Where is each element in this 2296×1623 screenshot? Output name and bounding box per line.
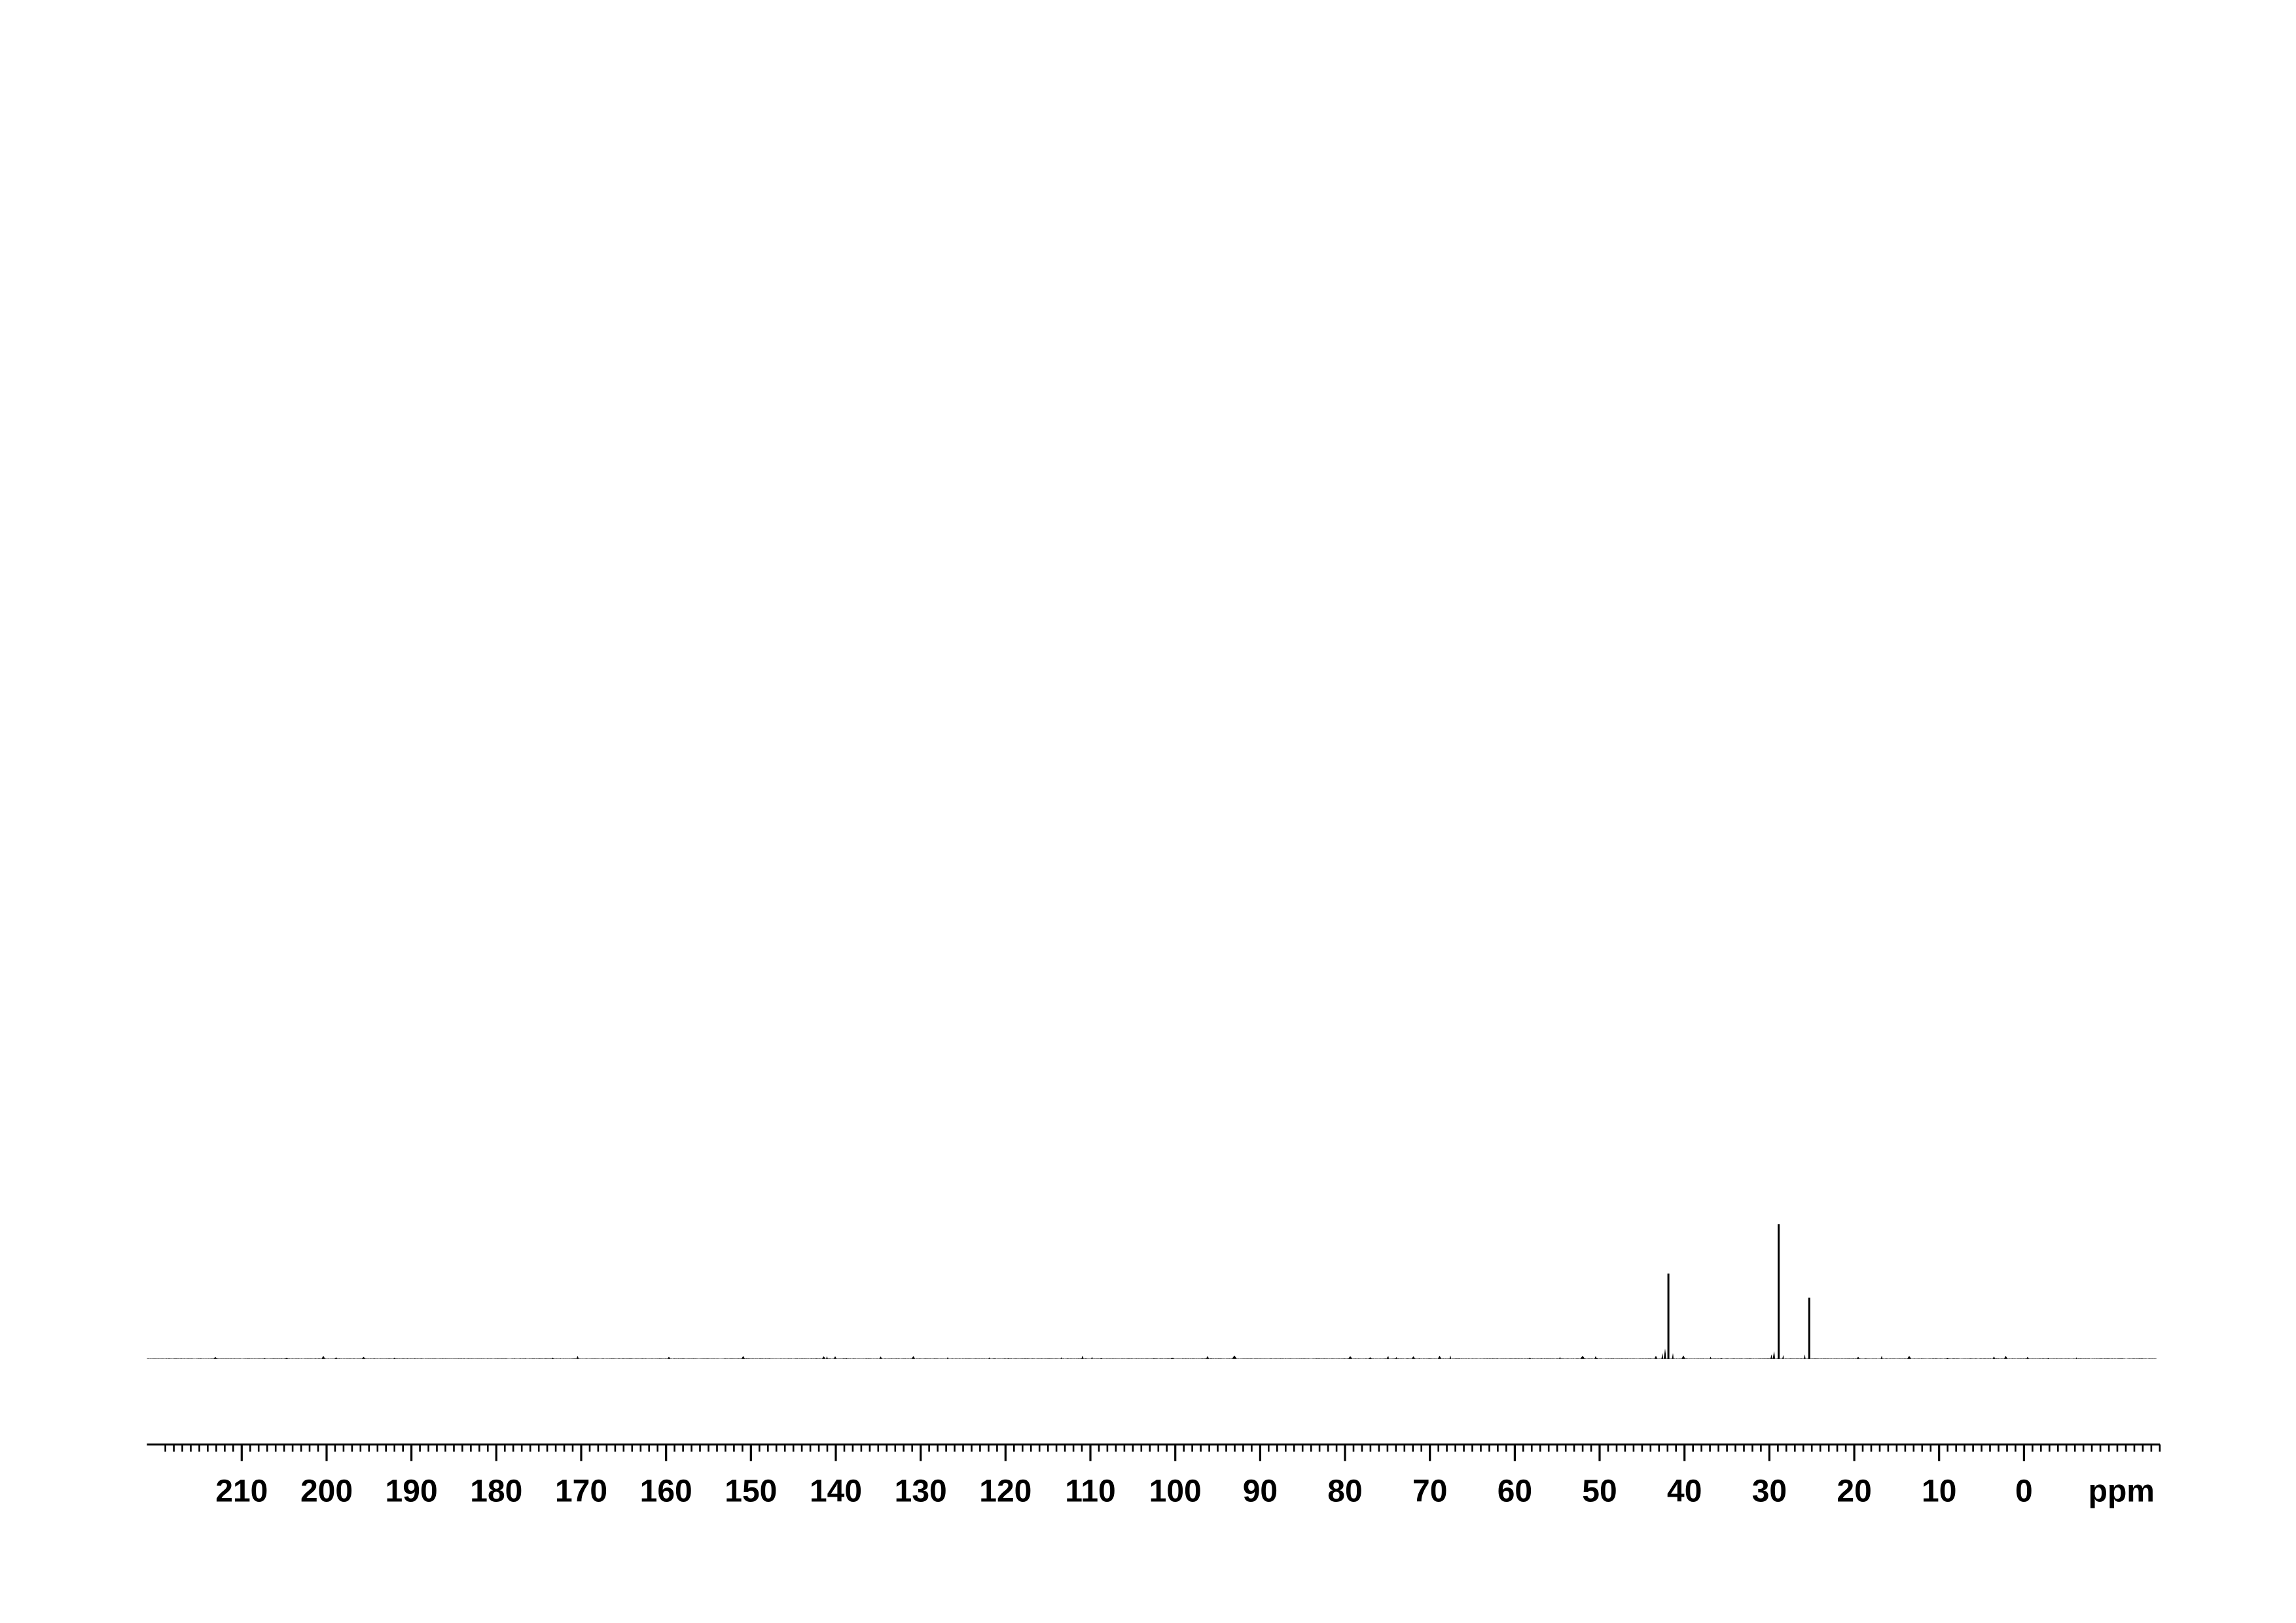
svg-text:210: 210 (215, 1474, 268, 1509)
svg-text:200: 200 (300, 1474, 353, 1509)
svg-text:40: 40 (1667, 1474, 1702, 1509)
svg-text:80: 80 (1327, 1474, 1362, 1509)
svg-text:180: 180 (470, 1474, 522, 1509)
svg-text:110: 110 (1065, 1474, 1115, 1509)
svg-text:60: 60 (1498, 1474, 1532, 1509)
svg-text:20: 20 (1837, 1474, 1871, 1509)
svg-text:140: 140 (810, 1474, 862, 1509)
svg-text:0: 0 (2015, 1474, 2033, 1509)
svg-text:10: 10 (1922, 1474, 1956, 1509)
svg-text:ppm: ppm (2089, 1474, 2155, 1509)
svg-text:120: 120 (979, 1474, 1031, 1509)
svg-text:150: 150 (725, 1474, 777, 1509)
svg-text:130: 130 (895, 1474, 947, 1509)
svg-text:100: 100 (1149, 1474, 1202, 1509)
svg-text:90: 90 (1243, 1474, 1278, 1509)
svg-text:30: 30 (1752, 1474, 1787, 1509)
svg-text:70: 70 (1412, 1474, 1447, 1509)
svg-text:50: 50 (1582, 1474, 1617, 1509)
svg-text:170: 170 (555, 1474, 607, 1509)
svg-text:190: 190 (386, 1474, 438, 1509)
svg-text:160: 160 (640, 1474, 692, 1509)
